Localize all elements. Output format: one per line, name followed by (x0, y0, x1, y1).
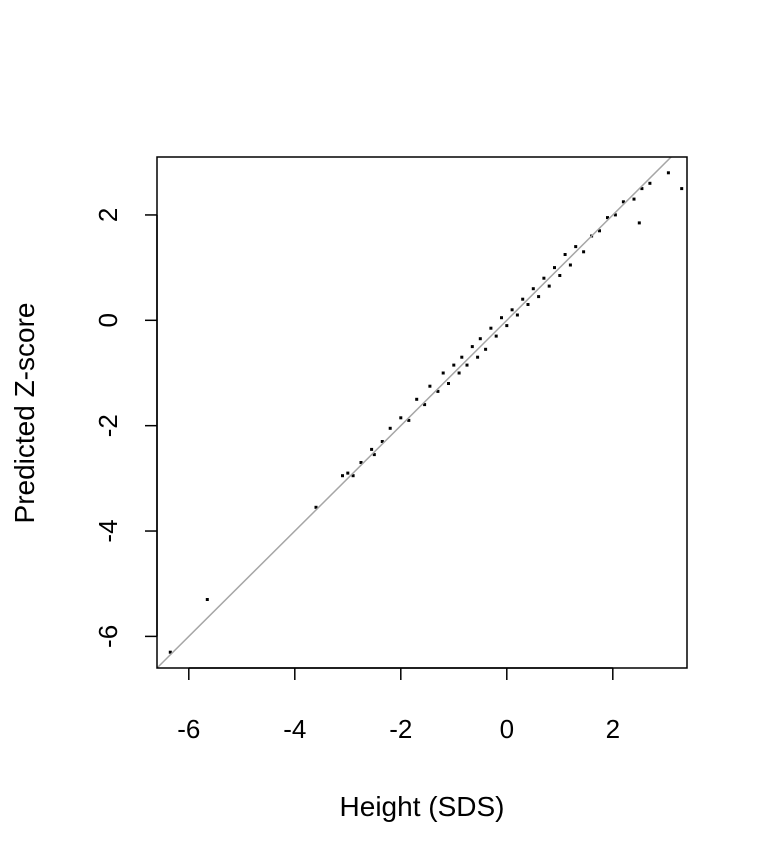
x-tick-label: -4 (283, 714, 306, 744)
data-point (515, 313, 519, 317)
data-point (452, 363, 456, 367)
x-axis-title: Height (SDS) (340, 791, 505, 822)
data-point (574, 245, 578, 249)
data-point (494, 334, 498, 338)
data-point (478, 337, 482, 341)
data-point (407, 418, 411, 422)
x-tick-label: 2 (606, 714, 620, 744)
data-point (436, 389, 440, 393)
data-point (370, 447, 374, 451)
data-point (542, 276, 546, 280)
y-tick-label: 0 (93, 313, 123, 327)
data-point (637, 221, 641, 225)
identity-reference-line (157, 157, 673, 668)
data-point (553, 266, 556, 270)
data-point (510, 308, 514, 312)
data-point (388, 426, 392, 430)
data-point (380, 440, 384, 443)
data-point (558, 274, 562, 277)
plot-frame (156, 156, 688, 669)
data-point (441, 371, 445, 375)
data-point (359, 461, 363, 464)
data-point (531, 287, 535, 291)
data-point (341, 474, 344, 478)
x-tick-label: -2 (389, 714, 412, 744)
y-axis: -6 -4 -2 0 2 (93, 208, 158, 648)
data-point (428, 384, 432, 388)
data-point (505, 324, 509, 328)
data-point (205, 598, 209, 601)
y-tick-label: -2 (93, 414, 123, 437)
data-point (351, 474, 355, 478)
data-point (484, 347, 488, 351)
data-point (372, 453, 376, 457)
data-point (399, 416, 403, 420)
data-point (613, 213, 617, 217)
data-point (470, 345, 474, 349)
data-point (537, 295, 541, 299)
data-point (500, 316, 503, 320)
data-point (447, 382, 450, 385)
data-point (582, 250, 586, 254)
data-point (526, 303, 530, 306)
data-point (460, 355, 464, 359)
y-axis-title: Predicted Z-score (9, 303, 40, 524)
x-axis: -6 -4 -2 0 2 (177, 667, 620, 744)
data-point (346, 471, 350, 475)
y-tick-label: -6 (93, 625, 123, 648)
data-point (563, 253, 567, 256)
x-tick-label: -6 (177, 714, 200, 744)
data-point (606, 216, 609, 220)
data-point (680, 187, 684, 191)
x-tick-label: 0 (500, 714, 514, 744)
data-point (521, 297, 525, 301)
data-point (640, 187, 644, 191)
data-point (568, 263, 572, 267)
data-point (598, 229, 601, 233)
data-point (648, 181, 652, 185)
data-point (465, 363, 469, 367)
y-tick-label: 2 (93, 208, 123, 222)
data-point (168, 650, 172, 654)
data-point (423, 403, 427, 407)
data-point (489, 326, 493, 330)
data-point (314, 505, 318, 509)
y-tick-label: -4 (93, 519, 123, 542)
data-point (621, 200, 625, 204)
data-point (415, 397, 419, 401)
data-point (666, 171, 670, 175)
data-point (476, 355, 480, 359)
data-point (632, 197, 636, 201)
points-layer (168, 171, 684, 654)
data-point (547, 284, 551, 288)
data-point (457, 371, 461, 375)
